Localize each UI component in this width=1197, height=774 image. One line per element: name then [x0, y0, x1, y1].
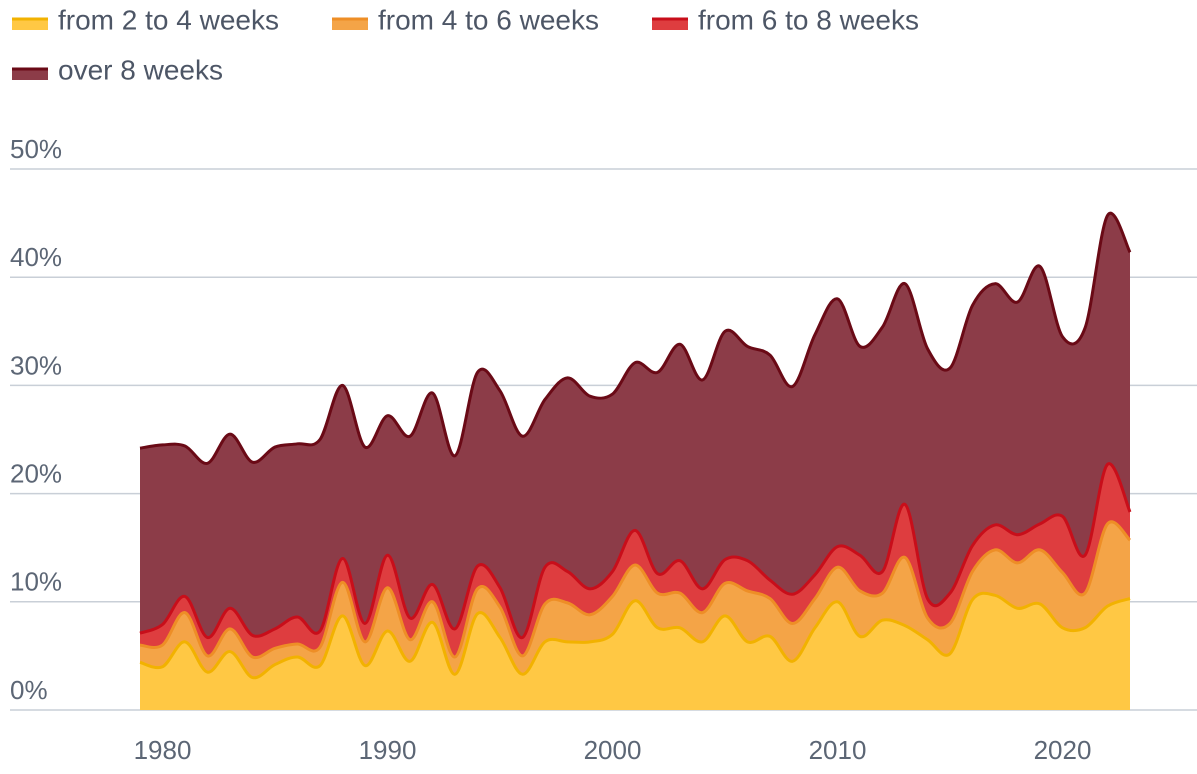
x-tick-label: 2010	[809, 735, 867, 765]
legend-swatch	[332, 18, 368, 30]
legend-label: from 4 to 6 weeks	[378, 4, 599, 35]
y-tick-label: 0%	[10, 675, 48, 705]
legend-label: over 8 weeks	[58, 54, 223, 85]
y-tick-label: 30%	[10, 350, 62, 380]
legend-swatch	[12, 68, 48, 80]
area	[140, 593, 1130, 710]
area-line	[139, 591, 1131, 680]
area-line	[139, 462, 1132, 640]
legend-item: from 4 to 6 weeks	[332, 4, 599, 35]
area	[140, 463, 1130, 658]
legend-item: from 6 to 8 weeks	[652, 4, 919, 35]
legend-item: from 2 to 4 weeks	[12, 4, 279, 35]
x-tick-label: 2000	[584, 735, 642, 765]
y-tick-label: 50%	[10, 134, 62, 164]
area-line	[139, 211, 1132, 465]
area	[140, 213, 1130, 638]
area-line	[139, 520, 1132, 660]
y-tick-label: 10%	[10, 567, 62, 597]
legend-item: over 8 weeks	[12, 54, 223, 85]
x-tick-label: 1990	[359, 735, 417, 765]
legend-swatch	[12, 18, 48, 30]
legend-label: from 6 to 8 weeks	[698, 4, 919, 35]
legend-swatch	[652, 18, 688, 30]
legend-label: from 2 to 4 weeks	[58, 4, 279, 35]
areas	[139, 211, 1132, 710]
x-tick-label: 2020	[1034, 735, 1092, 765]
y-tick-label: 20%	[10, 458, 62, 488]
x-tick-label: 1980	[134, 735, 192, 765]
y-tick-label: 40%	[10, 242, 62, 272]
